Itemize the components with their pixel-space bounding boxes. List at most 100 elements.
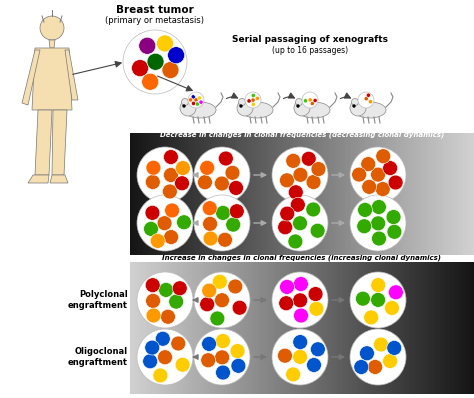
Bar [437,262,439,394]
Bar [453,262,455,394]
Bar [376,262,378,394]
Bar [435,262,438,394]
Bar [344,133,346,255]
Circle shape [293,168,308,182]
Bar [270,133,272,255]
Bar [455,133,457,255]
Bar [442,262,444,394]
Bar [330,133,333,255]
Circle shape [202,283,217,298]
Bar [451,133,454,255]
Bar [377,262,380,394]
Bar [423,262,425,394]
Circle shape [308,287,323,301]
Circle shape [293,277,308,291]
Bar [440,262,443,394]
Bar [341,133,343,255]
Bar [271,133,273,255]
Bar [278,133,280,255]
Bar [289,133,291,255]
Circle shape [145,340,160,355]
Bar [363,133,365,255]
Bar [427,133,429,255]
Bar [305,262,307,394]
Bar [202,133,205,255]
Bar [210,133,213,255]
Bar [323,262,326,394]
Bar [369,133,372,255]
Bar [344,262,346,394]
Bar [331,133,334,255]
Bar [154,133,156,255]
Bar [302,262,304,394]
Circle shape [164,150,178,164]
Circle shape [212,274,227,289]
Bar [360,262,362,394]
Circle shape [226,217,241,232]
Circle shape [311,162,326,176]
Bar [403,262,405,394]
Bar [235,133,237,255]
Circle shape [198,175,212,190]
Bar [306,133,309,255]
Bar [454,262,456,394]
Bar [204,133,206,255]
Bar [274,262,276,394]
Bar [294,262,296,394]
Bar [401,262,404,394]
Text: Increase in changes in clonal frequencies (increasing clonal dynamics): Increase in changes in clonal frequencie… [163,254,441,261]
Bar [445,133,447,255]
Bar [366,262,369,394]
Bar [469,133,471,255]
Circle shape [191,95,195,99]
Circle shape [383,161,398,176]
Bar [184,262,186,394]
Bar [447,133,449,255]
Circle shape [201,336,217,351]
Circle shape [157,216,172,230]
Bar [356,262,358,394]
Circle shape [350,272,406,328]
Circle shape [173,281,187,296]
Circle shape [295,98,302,105]
Circle shape [156,35,173,52]
Bar [254,133,256,255]
Circle shape [199,100,203,104]
Circle shape [372,200,386,215]
Bar [446,262,448,394]
Bar [404,133,407,255]
Bar [224,262,227,394]
Bar [384,133,386,255]
Bar [400,262,402,394]
Bar [426,133,428,255]
Bar [166,262,169,394]
Bar [290,133,292,255]
Circle shape [293,335,308,349]
Bar [213,133,216,255]
Bar [161,262,163,394]
Bar [242,133,244,255]
Bar [371,133,373,255]
Bar [319,133,322,255]
Circle shape [203,217,218,231]
Bar [456,262,459,394]
Bar [350,133,353,255]
Circle shape [353,105,355,107]
Circle shape [288,234,303,249]
Circle shape [255,96,260,100]
Circle shape [229,204,244,219]
Bar [130,262,132,394]
Bar [357,133,359,255]
Circle shape [313,98,317,103]
Bar [281,133,283,255]
Bar [266,133,268,255]
Bar [459,262,462,394]
Bar [218,262,219,394]
Circle shape [153,368,168,383]
Bar [321,133,323,255]
Bar [274,133,276,255]
Bar [205,262,208,394]
Bar [353,262,356,394]
Bar [364,133,366,255]
Bar [177,133,179,255]
